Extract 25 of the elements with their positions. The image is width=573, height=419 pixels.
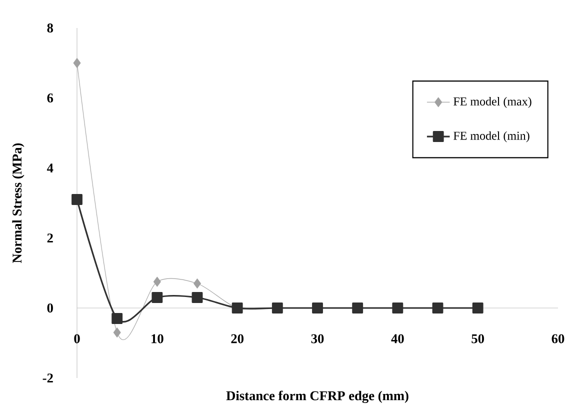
x-tick-label: 50: [472, 334, 484, 344]
y-tick-label: 0: [47, 304, 53, 312]
point: [153, 276, 161, 287]
point: [73, 58, 81, 68]
x-tick-label: 30: [311, 334, 324, 344]
point: [72, 194, 82, 205]
point: [113, 328, 121, 338]
x-tick-label: 20: [231, 334, 244, 344]
y-tick-label: 4: [46, 164, 54, 172]
x-tick-label: 0: [74, 334, 80, 344]
point: [112, 313, 123, 324]
x-tick-label: 40: [391, 334, 404, 344]
y-tick-label: 8: [47, 24, 54, 32]
y-axis-title: Normal Stress (MPa): [12, 143, 24, 263]
x-tick-label: 60: [552, 334, 564, 344]
legend-label: FE model (max): [454, 97, 532, 108]
point: [193, 278, 202, 288]
point: [192, 292, 203, 303]
y-tick-label: 6: [47, 94, 54, 102]
legend-label: FE model (min): [454, 131, 530, 142]
point: [152, 292, 163, 303]
y-tick-label: 2: [47, 234, 53, 242]
x-tick-label: 10: [152, 334, 164, 344]
x-axis-title: Distance form CFRP edge (mm): [226, 390, 408, 404]
y-tick-label: -2: [42, 374, 53, 382]
